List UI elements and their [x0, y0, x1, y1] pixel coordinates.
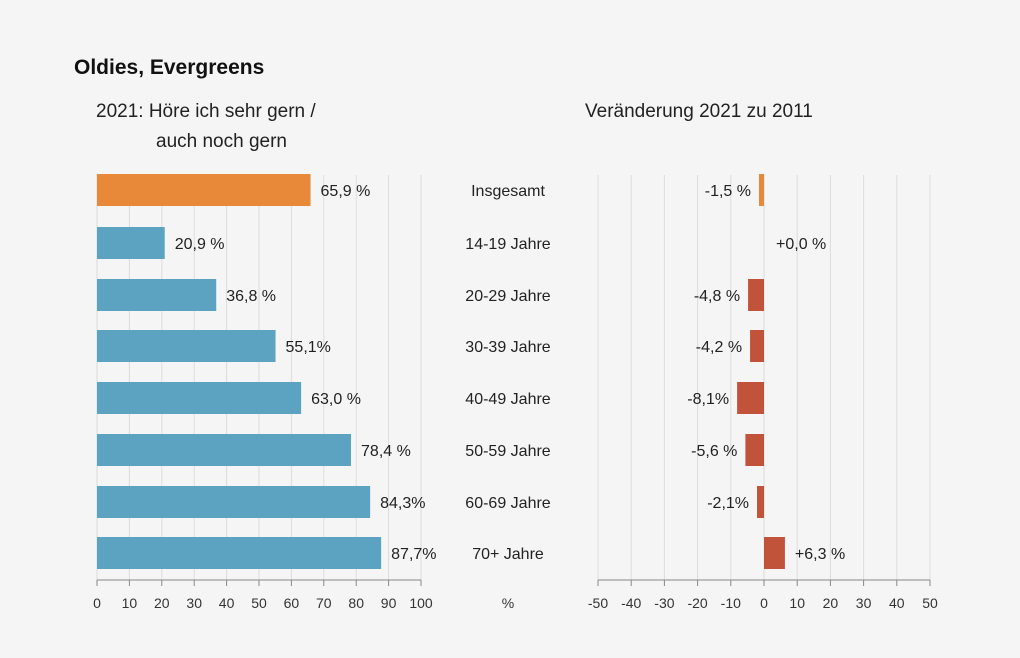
- left-bar: [97, 537, 382, 569]
- category-label: 70+ Jahre: [472, 546, 544, 563]
- right-subtitle: Veränderung 2021 zu 2011: [585, 101, 813, 122]
- left-subtitle-line1: 2021: Höre ich sehr gern /: [96, 101, 316, 122]
- left-data-label: 87,7%: [391, 546, 436, 563]
- right-bar: [737, 382, 764, 414]
- left-data-label: 78,4 %: [361, 443, 411, 460]
- category-label: 30-39 Jahre: [465, 339, 550, 356]
- right-bar: [748, 279, 764, 311]
- right-bar: [750, 330, 764, 362]
- left-data-label: 63,0 %: [311, 391, 361, 408]
- right-tick-label: -30: [654, 595, 674, 611]
- left-tick-label: 20: [154, 595, 170, 611]
- right-tick-label: 30: [856, 595, 872, 611]
- left-tick-label: 10: [122, 595, 138, 611]
- category-label: 14-19 Jahre: [465, 236, 550, 253]
- chart-title: Oldies, Evergreens: [74, 56, 264, 79]
- right-data-label: -4,8 %: [694, 288, 740, 305]
- left-bar: [97, 330, 276, 362]
- right-data-label: -5,6 %: [691, 443, 737, 460]
- left-x-axis-label: %: [502, 595, 514, 611]
- left-data-label: 84,3%: [380, 495, 425, 512]
- category-label: 60-69 Jahre: [465, 495, 550, 512]
- left-tick-label: 70: [316, 595, 332, 611]
- category-label: 40-49 Jahre: [465, 391, 550, 408]
- left-bar: [97, 279, 217, 311]
- left-bar: [97, 227, 165, 259]
- left-bar: [97, 486, 371, 518]
- left-tick-label: 0: [93, 595, 101, 611]
- left-tick-label: 100: [409, 595, 433, 611]
- left-data-label: 20,9 %: [175, 236, 225, 253]
- right-data-label: -2,1%: [707, 495, 749, 512]
- right-data-label: -1,5 %: [705, 183, 751, 200]
- left-tick-label: 30: [186, 595, 202, 611]
- left-data-label: 55,1%: [286, 339, 331, 356]
- right-data-label: -4,2 %: [696, 339, 742, 356]
- right-bar: [745, 434, 764, 466]
- right-data-label: +6,3 %: [795, 546, 845, 563]
- right-tick-label: 10: [789, 595, 805, 611]
- right-tick-label: -20: [687, 595, 707, 611]
- right-tick-label: -40: [621, 595, 641, 611]
- right-bar: [757, 486, 764, 518]
- right-data-label: -8,1%: [687, 391, 729, 408]
- left-bar: [97, 382, 302, 414]
- right-tick-label: -50: [588, 595, 608, 611]
- right-bar: [764, 537, 785, 569]
- right-tick-label: 50: [922, 595, 938, 611]
- category-label: 50-59 Jahre: [465, 443, 550, 460]
- right-tick-label: 40: [889, 595, 905, 611]
- left-tick-label: 90: [381, 595, 397, 611]
- left-tick-label: 40: [219, 595, 235, 611]
- right-tick-label: 0: [760, 595, 768, 611]
- category-label: Insgesamt: [471, 183, 545, 200]
- right-tick-label: 20: [823, 595, 839, 611]
- left-bar: [97, 434, 352, 466]
- right-bar: [759, 174, 764, 206]
- right-data-label: +0,0 %: [776, 236, 826, 253]
- left-tick-label: 80: [348, 595, 364, 611]
- left-bar: [97, 174, 311, 206]
- left-data-label: 65,9 %: [321, 183, 371, 200]
- category-label: 20-29 Jahre: [465, 288, 550, 305]
- left-tick-label: 60: [284, 595, 300, 611]
- right-tick-label: -10: [721, 595, 741, 611]
- left-subtitle-line2: auch noch gern: [156, 131, 287, 152]
- left-data-label: 36,8 %: [226, 288, 276, 305]
- left-tick-label: 50: [251, 595, 267, 611]
